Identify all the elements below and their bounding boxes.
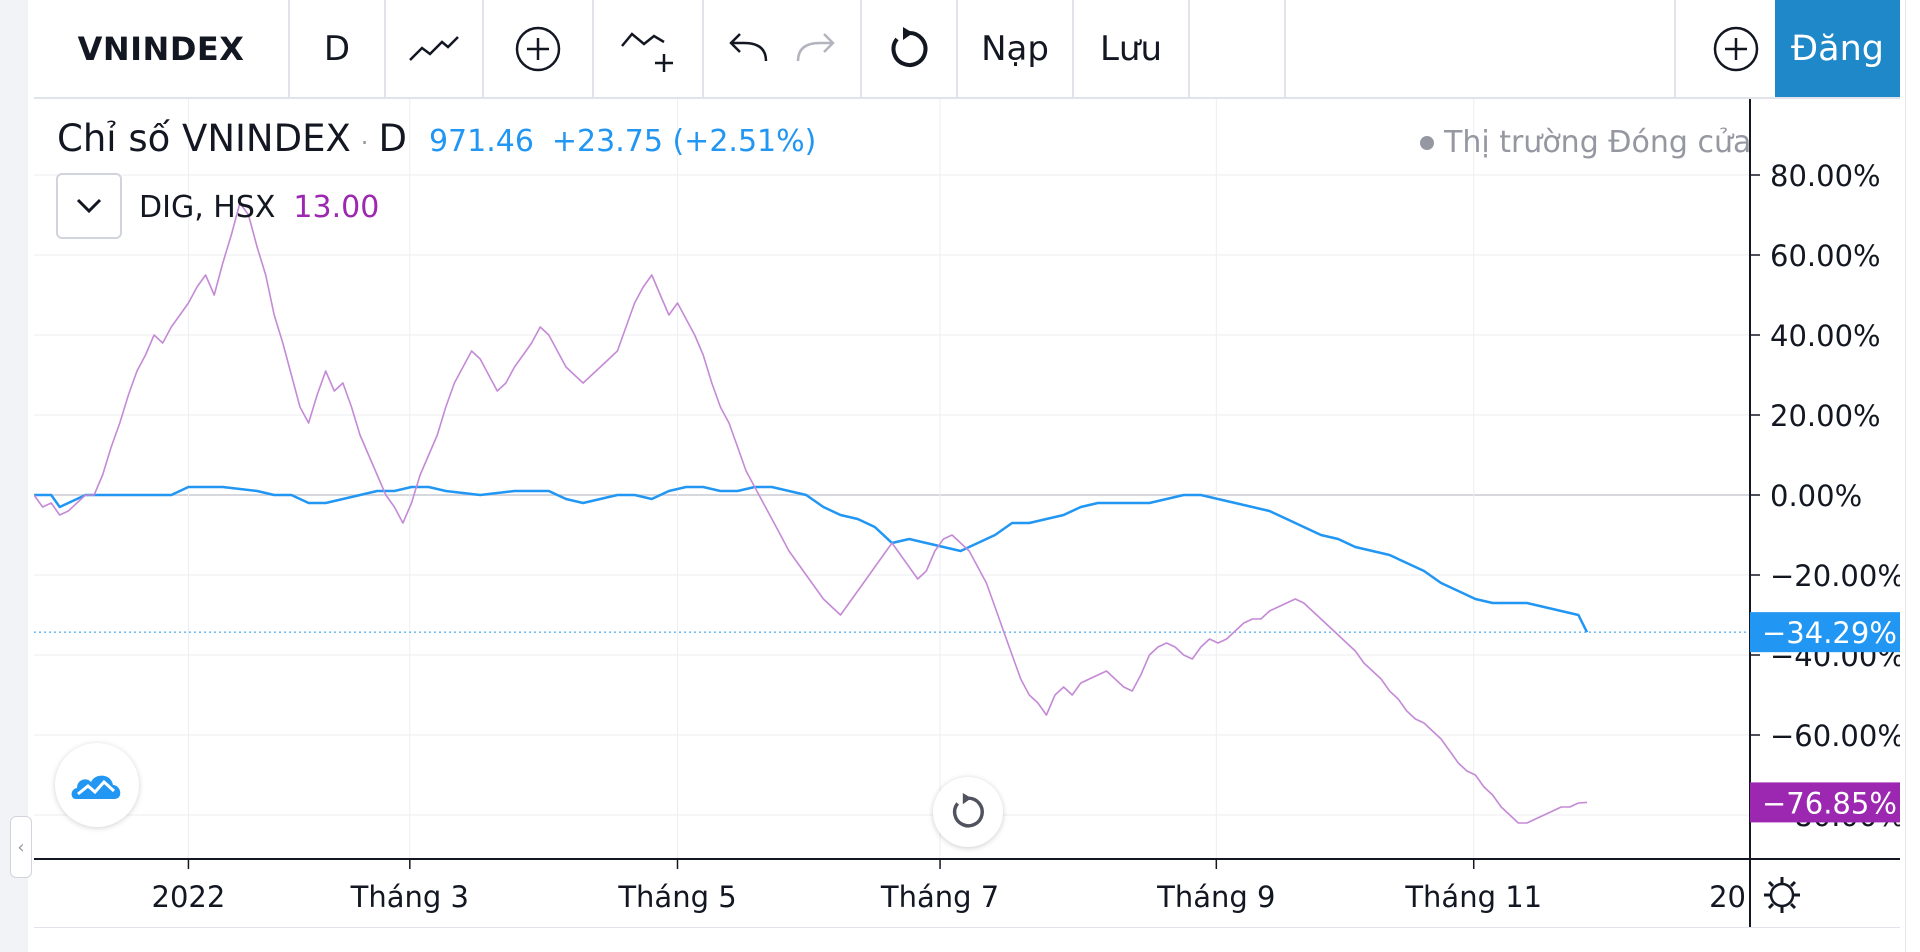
dig-last-value-label: −76.85%	[1762, 786, 1897, 820]
undo-icon[interactable]	[726, 31, 770, 67]
chart-settings-button[interactable]	[1752, 865, 1812, 925]
main-series-legend: Chỉ số VNINDEX · D 971.46 +23.75 (+2.51%…	[57, 117, 817, 160]
market-status: Thị trường Đóng cửa	[1420, 125, 1751, 160]
plus-icon	[1713, 26, 1759, 71]
tradingview-logo-button[interactable]	[55, 743, 139, 827]
bar-style-icon	[409, 35, 459, 61]
reload-icon	[891, 26, 928, 67]
save-layout-button[interactable]: Lưu	[1074, 0, 1190, 97]
vnindex-series-line	[34, 485, 1589, 633]
top-toolbar: VNINDEX D Nạp	[34, 0, 1900, 99]
left-panel-edge	[0, 0, 28, 952]
compare-series-symbol: DIG, HSX	[139, 190, 276, 225]
right-panel-edge	[1905, 0, 1920, 952]
y-tick-label: 60.00%	[1770, 239, 1881, 273]
x-tick-label: Tháng 9	[1156, 880, 1275, 914]
series-lines	[34, 202, 1750, 824]
compare-series-value: 13.00	[293, 190, 380, 225]
gear-icon	[1764, 877, 1800, 913]
vnindex-last-value-badge	[1750, 612, 1900, 653]
signup-button[interactable]: Đăng	[1775, 0, 1900, 97]
compare-icon	[621, 31, 673, 72]
status-dot	[1420, 135, 1434, 150]
reset-chart-button[interactable]	[933, 777, 1003, 847]
main-series-change: +23.75 (+2.51%)	[551, 124, 817, 159]
x-tick-label: Tháng 11	[1404, 880, 1542, 914]
redo-icon[interactable]	[794, 31, 838, 67]
y-tick-label: −20.00%	[1770, 559, 1900, 593]
x-tick-label: Tháng 3	[350, 880, 469, 914]
compare-series-legend[interactable]: DIG, HSX 13.00	[139, 190, 379, 225]
compare-button[interactable]	[594, 0, 704, 97]
empty-toolbar-slot	[1190, 0, 1286, 97]
add-indicator-button[interactable]	[484, 0, 594, 97]
chart-axes: 80.00%60.00%40.00%20.00%0.00%−20.00%−40.…	[34, 99, 1900, 928]
dig-series-line	[34, 202, 1588, 824]
y-tick-label: 40.00%	[1770, 319, 1881, 353]
chart-style-button[interactable]	[386, 0, 484, 97]
legend-toggle-button[interactable]	[56, 173, 122, 239]
market-status-label: Thị trường Đóng cửa	[1444, 125, 1752, 160]
dig-last-value-badge	[1750, 782, 1900, 823]
tradingview-logo-icon	[71, 775, 121, 799]
y-tick-label: −60.00%	[1770, 719, 1900, 753]
y-tick-label: 20.00%	[1770, 399, 1881, 433]
x-tick-label: Tháng 5	[617, 880, 736, 914]
collapse-sidebar-handle[interactable]: ‹	[10, 816, 32, 878]
chart-grid	[34, 99, 1750, 859]
price-chart[interactable]: 80.00%60.00%40.00%20.00%0.00%−20.00%−40.…	[34, 99, 1900, 928]
y-tick-label: 80.00%	[1770, 159, 1881, 193]
reload-button[interactable]	[862, 0, 958, 97]
add-chart-button[interactable]	[1674, 0, 1796, 97]
vnindex-last-value-label: −34.29%	[1762, 616, 1897, 650]
x-tick-label: 20	[1709, 880, 1746, 914]
y-tick-label: 0.00%	[1770, 479, 1862, 513]
chevron-down-icon	[76, 198, 102, 214]
main-series-interval: D	[378, 117, 407, 160]
main-series-value: 971.46	[428, 124, 534, 159]
x-tick-label: Tháng 7	[880, 880, 999, 914]
undo-redo-group	[704, 0, 862, 97]
main-series-title: Chỉ số VNINDEX	[57, 117, 351, 160]
load-layout-button[interactable]: Nạp	[958, 0, 1074, 97]
reset-chart-icon	[952, 793, 984, 828]
x-tick-label: 2022	[152, 880, 226, 914]
symbol-search-button[interactable]: VNINDEX	[34, 0, 290, 97]
add-indicator-icon	[515, 26, 561, 71]
interval-button[interactable]: D	[290, 0, 386, 97]
